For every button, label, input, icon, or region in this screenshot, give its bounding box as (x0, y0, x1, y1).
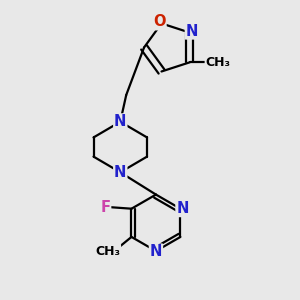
Text: F: F (100, 200, 110, 215)
Text: N: N (114, 165, 127, 180)
Text: N: N (114, 114, 127, 129)
Text: O: O (153, 14, 166, 29)
Text: N: N (150, 244, 162, 260)
Text: N: N (186, 24, 198, 39)
Text: CH₃: CH₃ (95, 245, 120, 258)
Text: N: N (176, 201, 189, 216)
Text: CH₃: CH₃ (206, 56, 230, 69)
